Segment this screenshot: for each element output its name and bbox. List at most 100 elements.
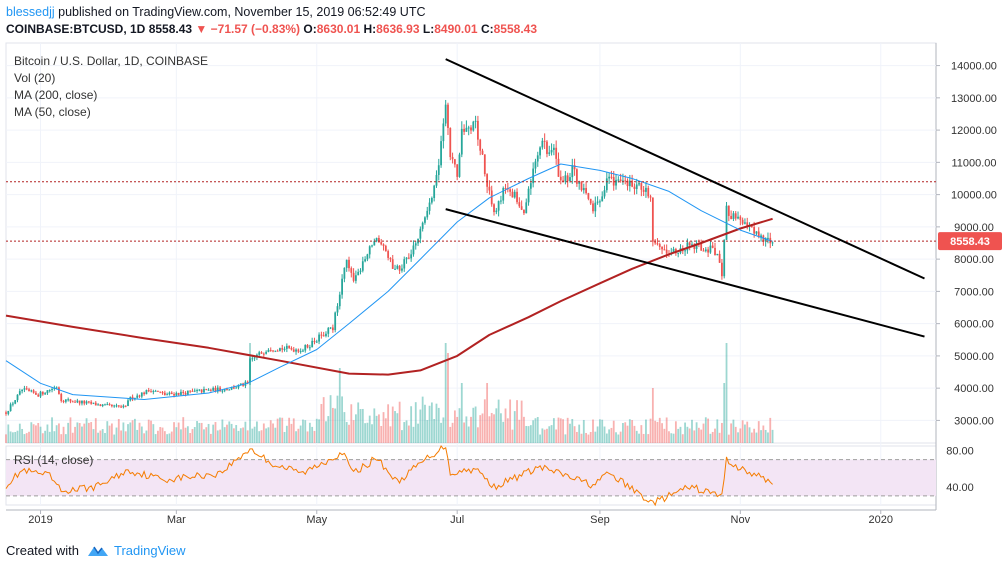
- candle-body: [624, 180, 627, 182]
- candle-body: [442, 123, 445, 142]
- candle-body: [110, 404, 113, 407]
- legend-title[interactable]: Bitcoin / U.S. Dollar, 1D, COINBASE: [14, 54, 209, 68]
- candle-body: [99, 404, 102, 407]
- candle-body: [173, 394, 175, 396]
- volume-bar: [311, 426, 314, 443]
- volume-bar: [605, 433, 608, 443]
- price-tick-label: 12000.00: [951, 125, 997, 137]
- volume-bar: [62, 426, 65, 443]
- volume-bar: [334, 408, 337, 443]
- volume-bar: [631, 420, 634, 443]
- candle-body: [709, 245, 712, 253]
- volume-bar: [193, 427, 196, 443]
- volume-bar: [182, 417, 185, 443]
- volume-bar: [48, 431, 51, 443]
- candle-body: [299, 351, 302, 353]
- candle-body: [251, 358, 254, 360]
- volume-bar: [292, 418, 295, 443]
- price-tick-label: 11000.00: [951, 157, 996, 169]
- volume-bar: [276, 418, 279, 443]
- candle-body: [384, 245, 387, 252]
- volume-bar: [274, 427, 277, 443]
- volume-bar: [405, 420, 408, 443]
- volume-bar: [428, 405, 431, 443]
- volume-bar: [674, 421, 677, 443]
- candle-body: [175, 392, 178, 396]
- volume-bar: [348, 424, 350, 443]
- legend-ma50[interactable]: MA (50, close): [14, 105, 91, 119]
- candle-body: [559, 176, 562, 181]
- candle-body: [550, 149, 553, 153]
- footer-prefix: Created with: [6, 543, 79, 558]
- volume-bar: [41, 433, 44, 443]
- volume-bar: [723, 383, 726, 443]
- volume-bar: [635, 430, 638, 443]
- legend-vol[interactable]: Vol (20): [14, 71, 56, 85]
- volume-bar: [177, 422, 180, 443]
- volume-bar: [460, 383, 463, 443]
- candle-body: [170, 392, 173, 395]
- volume-bar: [642, 433, 645, 443]
- volume-bar: [355, 414, 357, 443]
- candle-body: [483, 154, 486, 175]
- volume-bar: [424, 404, 426, 443]
- price-tick-label: 6000.00: [954, 319, 994, 331]
- volume-bar: [163, 431, 166, 443]
- volume-bar: [83, 423, 86, 443]
- candle-body: [617, 179, 620, 181]
- candle-body: [297, 349, 300, 352]
- volume-bar: [541, 428, 544, 443]
- volume-bar: [32, 424, 35, 443]
- candle-body: [292, 349, 295, 352]
- candle-body: [481, 150, 484, 155]
- volume-bar: [672, 433, 675, 443]
- volume-bar: [290, 423, 293, 443]
- candle-body: [216, 387, 219, 392]
- volume-bar: [256, 421, 258, 443]
- candle-body: [186, 390, 189, 395]
- candle-body: [594, 202, 597, 212]
- candle-body: [302, 350, 304, 352]
- candle-body: [361, 261, 364, 271]
- candle-body: [81, 400, 83, 404]
- volume-bar: [479, 415, 482, 443]
- candle-body: [704, 249, 707, 252]
- candle-body: [463, 128, 465, 132]
- author-link[interactable]: blessedjj: [6, 5, 55, 19]
- candle-body: [665, 249, 668, 254]
- volume-bar: [131, 420, 134, 443]
- volume-bar: [681, 434, 684, 443]
- candle-body: [428, 202, 431, 211]
- candle-body: [246, 381, 249, 383]
- volume-bar: [619, 431, 622, 443]
- volume-bar: [546, 428, 548, 443]
- volume-bar: [378, 414, 380, 443]
- volume-bar: [64, 434, 67, 443]
- legend-ma200[interactable]: MA (200, close): [14, 88, 98, 102]
- candle-body: [14, 400, 17, 404]
- candle-body: [511, 191, 514, 198]
- volume-bar: [633, 425, 636, 443]
- candle-body: [258, 352, 261, 355]
- volume-bar: [154, 434, 157, 443]
- candle-body: [60, 393, 63, 401]
- rsi-legend[interactable]: RSI (14, close): [14, 453, 94, 467]
- volume-bar: [483, 399, 486, 443]
- volume-bar: [147, 419, 150, 443]
- volume-bar: [737, 432, 739, 443]
- candle-body: [76, 400, 79, 403]
- volume-bar: [435, 403, 438, 443]
- high-value: 8636.93: [376, 22, 420, 36]
- rsi-line: [5, 445, 773, 507]
- volume-bar: [138, 422, 141, 443]
- volume-bar: [246, 430, 249, 443]
- volume-bar: [564, 434, 567, 443]
- candle-body: [605, 178, 608, 191]
- candle-body: [405, 257, 408, 260]
- candle-body: [32, 390, 35, 393]
- candle-body: [207, 389, 210, 391]
- volume-bar: [601, 419, 604, 443]
- volume-bar: [143, 433, 146, 443]
- footer-brand[interactable]: TradingView: [114, 543, 186, 558]
